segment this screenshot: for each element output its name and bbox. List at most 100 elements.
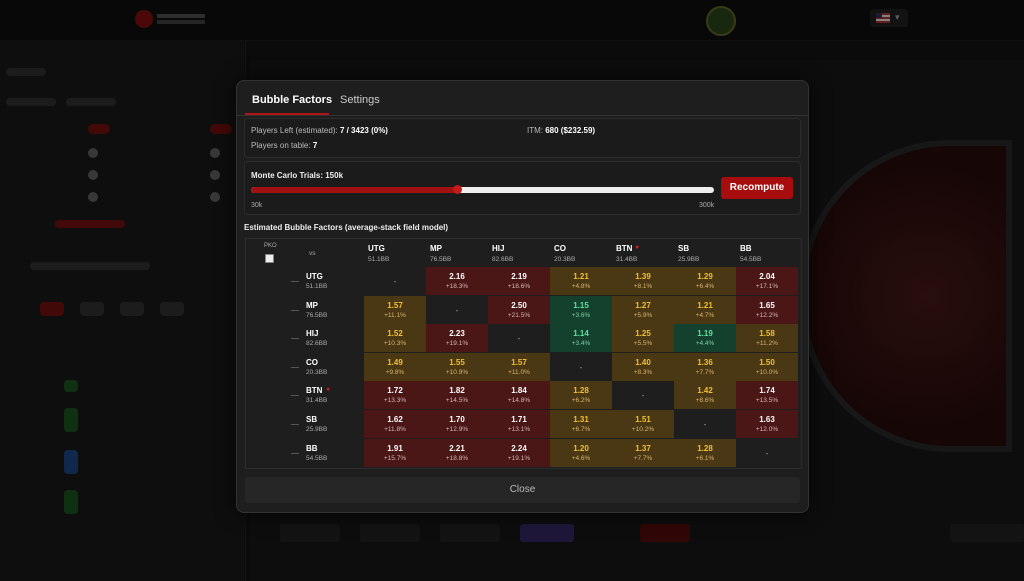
bubble-factor-value: 1.27	[635, 300, 651, 310]
bubble-factor-value: -	[517, 334, 521, 344]
bubble-factor-value: 1.74	[759, 386, 775, 396]
risk-premium-value: +10.9%	[445, 368, 469, 376]
bubble-factor-value: 1.21	[573, 272, 589, 281]
bubble-factor-value: -	[579, 362, 583, 372]
column-position: UTG	[368, 244, 385, 253]
players-on-table-info: Players on table: 7	[251, 141, 317, 150]
column-position: MP	[430, 244, 442, 253]
bubble-factor-value: 1.82	[449, 386, 465, 396]
slider-thumb[interactable]	[452, 185, 462, 194]
column-stack: 25.9BB	[678, 256, 700, 263]
players-on-table-value: 7	[312, 141, 318, 150]
bubble-factor-cell: 1.84 +14.8%	[488, 381, 550, 410]
bubble-factor-cell: 1.37 +7.7%	[612, 438, 674, 467]
bubble-factor-value: 1.65	[759, 300, 775, 310]
bubble-factor-cell: 2.23 +19.1%	[426, 324, 488, 353]
risk-premium-value: +14.8%	[507, 397, 531, 405]
bubble-factor-value: 1.39	[635, 272, 651, 281]
itm-value: 680 ($232.59)	[545, 126, 596, 135]
risk-premium-value: +8.6%	[695, 397, 715, 405]
bubble-factor-value: 1.70	[449, 415, 465, 424]
bubble-factor-cell: 1.28 +6.2%	[550, 381, 612, 410]
bottom-toolbar	[250, 518, 1024, 546]
risk-premium-value: +12.9%	[445, 426, 469, 433]
risk-premium-value: +17.1%	[755, 283, 779, 290]
vs-label: vs	[309, 250, 316, 257]
row-stack: 76.5BB	[306, 311, 328, 319]
bubble-factor-cell: 1.58 +11.2%	[736, 324, 798, 353]
bubble-factor-value: -	[641, 391, 645, 401]
row-stack: 51.1BB	[306, 283, 328, 290]
close-button[interactable]: Close	[245, 477, 800, 503]
monte-carlo-panel: Monte Carlo Trials: 150k 30k 300k Recomp…	[244, 161, 801, 215]
column-stack: 20.3BB	[554, 256, 576, 263]
risk-premium-value: +4.8%	[571, 283, 591, 290]
bubble-factor-value: 2.23	[449, 329, 465, 339]
risk-premium-value: +11.2%	[756, 340, 778, 348]
players-left-label: Players Left (estimated):	[251, 126, 338, 135]
row-handle	[291, 281, 299, 282]
bubble-factor-cell: 1.36 +7.7%	[674, 352, 736, 381]
bubble-factor-value: 1.31	[573, 415, 589, 424]
bubble-factor-value: 2.50	[511, 300, 527, 310]
bubble-factor-value: 1.91	[387, 443, 403, 453]
bubble-factor-cell: -	[612, 381, 674, 410]
pko-checkbox[interactable]	[265, 254, 274, 263]
column-position: HIJ	[492, 244, 505, 253]
column-position: CO	[554, 244, 566, 253]
bubble-factor-value: 1.19	[697, 329, 713, 339]
user-avatar[interactable]	[706, 6, 736, 36]
bubble-factor-cell: 2.19 +18.6%	[488, 267, 550, 295]
row-handle	[291, 366, 299, 368]
bubble-factor-value: 1.37	[635, 443, 651, 453]
bubble-factor-cell: 1.21 +4.7%	[674, 295, 736, 324]
bubble-factor-cell: -	[364, 267, 426, 295]
bubble-factor-cell: 1.63 +12.0%	[736, 410, 798, 438]
risk-premium-value: +6.2%	[571, 397, 591, 405]
dealer-button-icon: ●	[635, 244, 640, 251]
risk-premium-value: +18.6%	[507, 283, 531, 290]
tab-bubble-factors[interactable]: Bubble Factors	[252, 94, 333, 106]
row-handle	[291, 424, 299, 425]
bubble-factor-value: 1.57	[387, 300, 403, 310]
tab-settings[interactable]: Settings	[340, 94, 380, 106]
bubble-factor-value: 1.58	[759, 329, 775, 339]
players-left-value: 7 / 3423 (0%)	[339, 126, 388, 135]
risk-premium-value: +15.7%	[383, 454, 407, 462]
app-logo[interactable]	[135, 8, 205, 30]
bubble-factors-dialog: Bubble Factors Settings Players Left (es…	[236, 80, 809, 513]
bubble-factor-cell: 1.19 +4.4%	[674, 324, 736, 353]
bubble-factor-cell: 1.65 +12.2%	[736, 295, 798, 324]
bubble-factor-value: 1.52	[387, 329, 403, 339]
column-stack: 82.6BB	[492, 256, 514, 263]
risk-premium-value: +19.1%	[507, 454, 531, 462]
recompute-button[interactable]: Recompute	[721, 177, 793, 199]
risk-premium-value: +4.4%	[695, 340, 715, 348]
risk-premium-value: +12.0%	[755, 426, 779, 433]
risk-premium-value: +18.3%	[445, 283, 469, 290]
bubble-factor-grid-title: Estimated Bubble Factors (average-stack …	[244, 223, 449, 232]
risk-premium-value: +7.7%	[695, 368, 715, 376]
players-left-info: Players Left (estimated): 7 / 3423 (0%)	[251, 126, 388, 135]
bubble-factor-value: 2.24	[511, 443, 527, 453]
risk-premium-value: +10.2%	[631, 426, 655, 433]
risk-premium-value: +19.1%	[445, 340, 469, 348]
risk-premium-value: +11.1%	[384, 311, 406, 319]
bubble-factor-value: 1.20	[573, 443, 589, 453]
monte-carlo-trials-slider[interactable]	[251, 185, 714, 194]
row-position: HIJ	[306, 329, 319, 339]
bubble-factor-cell: 1.27 +5.9%	[612, 295, 674, 324]
column-position: SB	[678, 244, 690, 253]
row-position: CO	[306, 357, 318, 367]
top-navigation-bar: ▾	[0, 0, 1024, 41]
risk-premium-value: +13.1%	[507, 426, 531, 433]
dealer-button-icon: ●	[326, 386, 331, 394]
bubble-factor-cell: 1.15 +3.6%	[550, 295, 612, 324]
bubble-factor-cell: 1.14 +3.4%	[550, 324, 612, 353]
risk-premium-value: +13.3%	[383, 397, 407, 405]
language-selector[interactable]: ▾	[870, 9, 908, 27]
bubble-factor-cell: -	[550, 352, 612, 381]
players-on-table-label: Players on table:	[251, 141, 311, 150]
risk-premium-value: +8.3%	[633, 368, 653, 376]
bubble-factor-value: 1.63	[759, 415, 775, 424]
